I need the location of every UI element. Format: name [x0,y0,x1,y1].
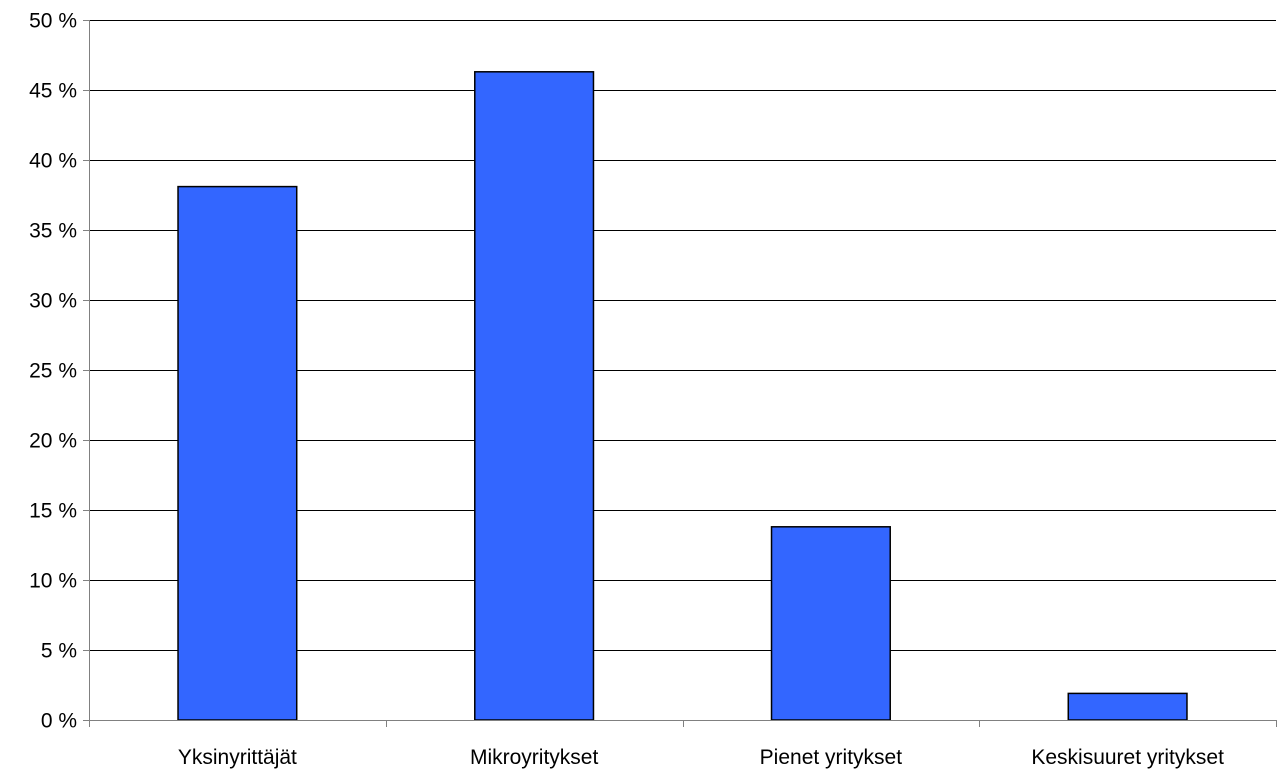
y-tick-label: 40 % [29,150,77,173]
y-tick-label: 25 % [29,360,77,383]
x-category-label: Mikroyritykset [470,746,599,769]
bar [770,526,891,721]
bars [177,71,1188,721]
bar [177,185,298,721]
y-tick-label: 10 % [29,570,77,593]
y-tick-label: 0 % [41,710,77,733]
bar [474,71,595,721]
x-category-label: Yksinyrittäjät [178,746,297,769]
y-tick-label: 5 % [41,640,77,663]
y-tick-label: 30 % [29,290,77,313]
labels: 0 % 5 % 10 % 15 % 20 % 25 % 30 % 35 % 40 % 45 % 50… [29,10,1224,770]
bar [1067,692,1188,721]
y-tick-label: 20 % [29,430,77,453]
x-category-label: Pienet yritykset [760,746,903,769]
axes [83,20,1277,727]
y-tick-label: 35 % [29,220,77,243]
y-tick-label: 15 % [29,500,77,523]
x-category-label: Keskisuuret yritykset [1031,746,1224,769]
y-tick-label: 50 % [29,10,77,33]
y-tick-label: 45 % [29,80,77,103]
